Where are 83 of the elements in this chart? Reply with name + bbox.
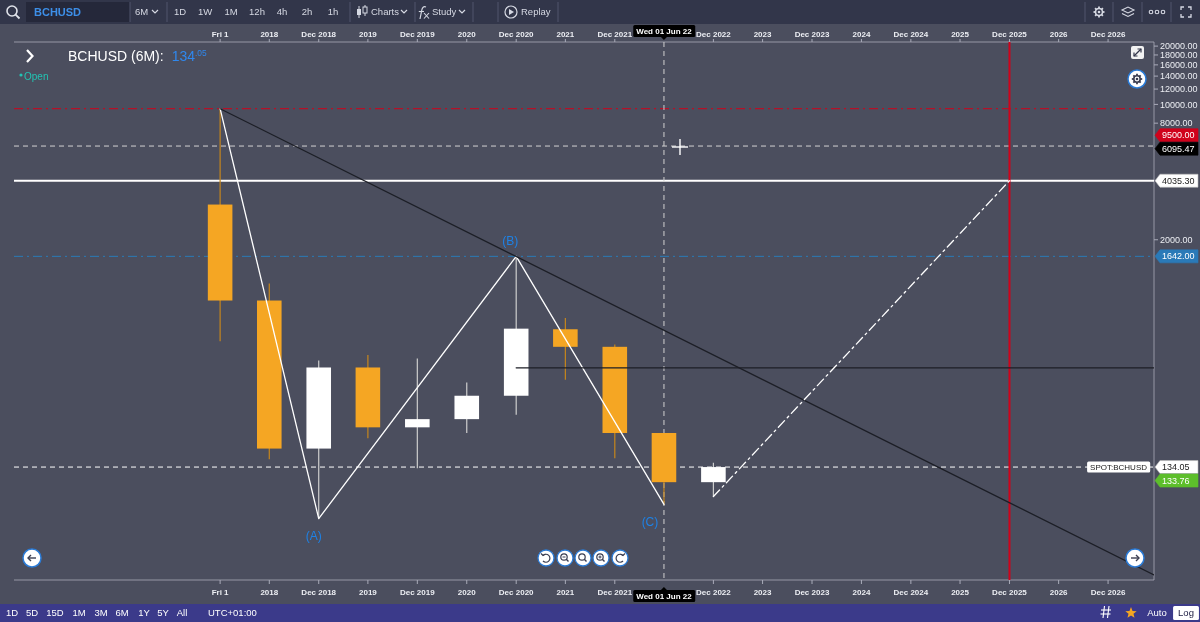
text: Replay xyxy=(521,6,551,18)
x-tick-label: Dec 2023 xyxy=(794,29,830,39)
y-tick-label: 8000.00 xyxy=(1160,118,1193,129)
x-tick-label: Dec 2024 xyxy=(893,29,929,39)
x2-tick-label: Dec 2026 xyxy=(1090,587,1126,597)
text: 5Y xyxy=(157,607,170,619)
annotation: (A) xyxy=(305,528,322,543)
text: All xyxy=(176,607,188,619)
x2-tick-label: Dec 2019 xyxy=(399,587,436,597)
text: Charts xyxy=(371,6,400,18)
x2-tick-label: Dec 2025 xyxy=(992,587,1028,597)
y-tick-label: 20000.00 xyxy=(1160,41,1198,52)
ref-line-label: Wed 01 Jun 22 xyxy=(636,26,693,36)
x-tick-label: 2026 xyxy=(1049,29,1069,39)
text: 1Y xyxy=(138,607,151,619)
text: BCHUSD xyxy=(34,5,82,18)
text: Wed 01 Jun 22 xyxy=(636,591,692,601)
x-tick-label: 2020 xyxy=(457,29,477,39)
y-tick-label: 18000.00 xyxy=(1160,50,1198,61)
x-tick-label: 2019 xyxy=(358,29,378,39)
text: 4h xyxy=(276,6,288,18)
x2-tick-label: Fri 1 xyxy=(211,587,230,597)
x2-tick-label: Dec 2023 xyxy=(794,587,830,597)
x2-tick-label: 2024 xyxy=(852,587,871,597)
x-tick-label: 2023 xyxy=(753,29,773,39)
x-tick-label: Dec 2026 xyxy=(1090,29,1126,39)
text: 1h xyxy=(327,6,339,18)
x-tick-label: Dec 2021 xyxy=(597,29,633,39)
x2-tick-label: 2026 xyxy=(1049,587,1069,597)
text: Log xyxy=(1178,607,1194,619)
text: 2h xyxy=(301,6,313,18)
annotation: SPOT:BCHUSD xyxy=(1090,462,1148,472)
x-tick-label: 2021 xyxy=(556,29,575,39)
x2-tick-label: 2019 xyxy=(358,587,378,597)
x2-tick-label: Dec 2022 xyxy=(696,587,732,597)
text: 6M xyxy=(135,6,149,18)
text: 1M xyxy=(224,6,238,18)
y-tick-label: 10000.00 xyxy=(1160,99,1198,110)
x2-tick-label: Dec 2021 xyxy=(597,587,633,597)
x-tick-label: Dec 2020 xyxy=(498,29,535,39)
text: 3M xyxy=(94,607,108,619)
ref-line-label: 1642.00 xyxy=(1162,251,1195,262)
ref-line-label: 6095.47 xyxy=(1162,143,1195,154)
text: 1M xyxy=(72,607,86,619)
x2-tick-label: 2018 xyxy=(260,587,279,597)
x-tick-label: Dec 2018 xyxy=(301,29,337,39)
y-tick-label: 2000.00 xyxy=(1160,234,1193,245)
y-tick-label: 16000.00 xyxy=(1160,60,1198,71)
x-tick-label: Fri 1 xyxy=(211,29,230,39)
annotation: (B) xyxy=(502,233,519,248)
x2-tick-label: 2020 xyxy=(457,587,477,597)
text: 1W xyxy=(197,6,213,18)
x-tick-label: Dec 2019 xyxy=(399,29,436,39)
y-tick-label: 12000.00 xyxy=(1160,84,1198,95)
text: 134$^{.05}$ xyxy=(171,48,208,64)
y-tick-label: 14000.00 xyxy=(1160,71,1198,82)
ref-line-label: 134.05 xyxy=(1162,462,1190,473)
text: 1D xyxy=(173,6,187,18)
ref-line-label: 4035.30 xyxy=(1162,175,1195,186)
x2-tick-label: 2023 xyxy=(753,587,773,597)
x-tick-label: 2024 xyxy=(852,29,871,39)
x-tick-label: Dec 2025 xyxy=(992,29,1028,39)
text: 6M xyxy=(115,607,129,619)
x-tick-label: Dec 2022 xyxy=(696,29,732,39)
annotation: 133.76 xyxy=(1162,475,1190,486)
text: BCHUSD (6M): xyxy=(68,48,164,64)
text: 1D xyxy=(5,607,19,619)
x-tick-label: 2025 xyxy=(951,29,970,39)
x2-tick-label: 2021 xyxy=(556,587,575,597)
x2-tick-label: 2025 xyxy=(951,587,970,597)
text: 12h xyxy=(249,6,265,18)
annotation: (C) xyxy=(641,514,659,529)
text: UTC+01:00 xyxy=(208,607,257,619)
text: Study xyxy=(432,6,457,18)
text: 5D xyxy=(25,607,39,619)
x2-tick-label: Dec 2024 xyxy=(893,587,929,597)
annotation: Open xyxy=(24,71,49,82)
text: 15D xyxy=(46,607,64,619)
x-tick-label: 2018 xyxy=(260,29,279,39)
x2-tick-label: Dec 2020 xyxy=(498,587,535,597)
x2-tick-label: Dec 2018 xyxy=(301,587,337,597)
text: Auto xyxy=(1147,607,1167,619)
ref-line-label: 9500.00 xyxy=(1162,130,1195,141)
